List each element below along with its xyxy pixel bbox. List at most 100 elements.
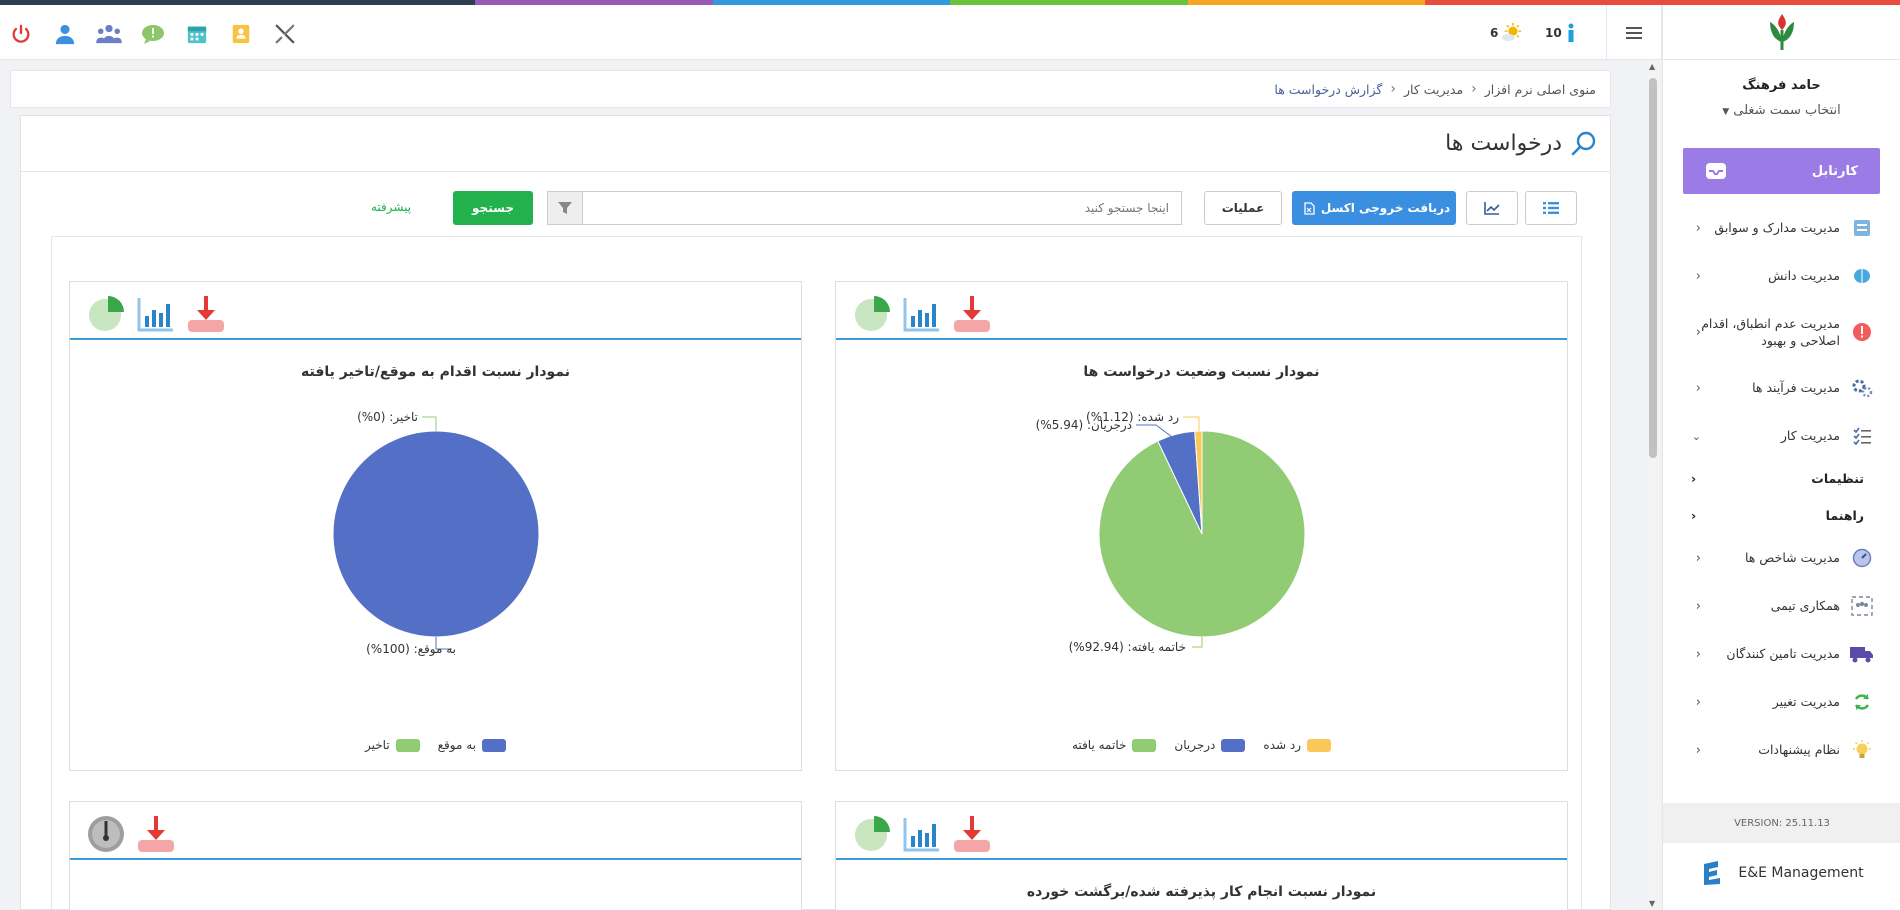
slice-label: به موقع: (100%) xyxy=(366,642,456,657)
sidebar-item-processes[interactable]: مدیریت فرآیند ها ‹ xyxy=(1663,364,1900,412)
brand-footer: E&E Management xyxy=(1663,853,1900,893)
sidebar-item-suppliers[interactable]: مدیریت تامین کنندگان ‹ xyxy=(1663,630,1900,678)
weather-notification[interactable]: 6 xyxy=(1490,23,1523,43)
sidebar-subitem-label: تنظیمات xyxy=(1811,471,1864,486)
sidebar-item-documents[interactable]: مدیریت مدارک و سوابق ‹ xyxy=(1663,204,1900,252)
download-icon[interactable] xyxy=(952,814,992,854)
caret-down-icon: ▼ xyxy=(1722,107,1730,117)
chart-view-button[interactable] xyxy=(1466,191,1518,225)
sidebar-item-suggestions[interactable]: نظام پیشنهادات ‹ xyxy=(1663,726,1900,774)
page-title: درخواست ها xyxy=(1445,131,1562,156)
bar-chart-icon[interactable] xyxy=(902,294,942,334)
charts-container: نمودار نسبت وضعیت درخواست ها خاتمه یافته… xyxy=(51,236,1582,910)
pie-chart-icon[interactable] xyxy=(852,814,892,854)
label-leader-line xyxy=(422,416,437,431)
search-button[interactable]: جستجو xyxy=(453,191,533,225)
scroll-up-icon[interactable]: ▲ xyxy=(1649,62,1656,71)
legend-item[interactable]: خاتمه یافته xyxy=(1072,738,1157,752)
chevron-left-icon: ‹ xyxy=(1695,220,1701,236)
list-icon xyxy=(1543,202,1559,214)
breadcrumb-item-home[interactable]: منوی اصلی نرم افزار xyxy=(1484,81,1596,97)
user-icon[interactable] xyxy=(52,21,78,47)
download-icon[interactable] xyxy=(186,294,226,334)
sidebar-subitem-label: راهنما xyxy=(1825,508,1864,523)
top-color-strip xyxy=(0,0,1900,5)
scroll-down-icon[interactable]: ▼ xyxy=(1649,899,1656,908)
contacts-icon[interactable] xyxy=(228,21,254,47)
gauge-chart-panel xyxy=(69,801,802,910)
role-select[interactable]: انتخاب سمت شغلی ▼ xyxy=(1663,103,1900,118)
search-input[interactable] xyxy=(582,191,1182,225)
file-excel-icon xyxy=(1304,201,1315,215)
chevron-left-icon: ‹ xyxy=(1695,380,1701,396)
pie-chart-icon[interactable] xyxy=(852,294,892,334)
legend-item[interactable]: درجریان xyxy=(1174,738,1246,752)
sidebar-item-teamwork[interactable]: همکاری تیمی ‹ xyxy=(1663,582,1900,630)
chevron-left-icon: ‹ xyxy=(1695,324,1701,340)
legend-item[interactable]: تاخیر xyxy=(365,738,420,752)
alert-icon xyxy=(1850,320,1874,344)
advanced-search-link[interactable]: پیشرفته xyxy=(371,200,412,214)
lightbulb-icon xyxy=(1850,738,1874,762)
sidebar-item-nonconformity[interactable]: مدیریت عدم انطباق، اقدام اصلاحی و بهبود … xyxy=(1663,300,1900,364)
legend-item[interactable]: رد شده xyxy=(1263,738,1331,752)
breadcrumb-item-work[interactable]: مدیریت کار xyxy=(1403,81,1464,97)
tools-icon[interactable] xyxy=(272,21,298,47)
bar-chart-icon[interactable] xyxy=(902,814,942,854)
sidebar-item-work[interactable]: مدیریت کار ⌄ xyxy=(1663,412,1900,460)
legend-label: تاخیر xyxy=(365,738,390,752)
sidebar-item-label: نظام پیشنهادات xyxy=(1758,742,1840,758)
breadcrumb-item-current: گزارش درخواست ها xyxy=(1274,81,1383,97)
info-notification-count: 10 xyxy=(1545,26,1562,40)
chevron-left-icon: ‹ xyxy=(1691,508,1697,523)
sidebar-item-indicators[interactable]: مدیریت شاخص ها ‹ xyxy=(1663,534,1900,582)
calendar-icon[interactable] xyxy=(184,21,210,47)
label-leader-line xyxy=(1183,416,1200,431)
info-notification[interactable]: 10 xyxy=(1545,23,1577,43)
sidebar-menu: مدیریت مدارک و سوابق ‹ مدیریت دانش ‹ مدی… xyxy=(1663,204,1900,774)
sidebar-item-knowledge[interactable]: مدیریت دانش ‹ xyxy=(1663,252,1900,300)
sidebar-item-label: مدیریت کار xyxy=(1780,428,1840,444)
page-scrollbar[interactable]: ▲ ▼ xyxy=(1646,60,1660,910)
gauge-icon[interactable] xyxy=(86,814,126,854)
sidebar-subitem-settings[interactable]: تنظیمات ‹ xyxy=(1663,460,1900,497)
chevron-left-icon: ‹ xyxy=(1695,646,1701,662)
legend-swatch xyxy=(1221,738,1246,752)
scrollbar-thumb[interactable] xyxy=(1649,78,1657,458)
list-view-button[interactable] xyxy=(1525,191,1577,225)
excel-export-button[interactable]: دریافت خروجی اکسل xyxy=(1292,191,1456,225)
chart-legend: به موقع تاخیر xyxy=(70,738,801,752)
panel-header xyxy=(70,802,801,860)
brain-icon xyxy=(1850,264,1874,288)
download-icon[interactable] xyxy=(952,294,992,334)
chat-alert-icon[interactable] xyxy=(140,21,166,47)
panel-tools xyxy=(852,814,992,854)
hamburger-button[interactable] xyxy=(1606,5,1662,60)
gears-icon xyxy=(1850,376,1874,400)
chevron-left-icon: ‹ xyxy=(1695,694,1701,710)
pie-slice[interactable] xyxy=(332,430,540,638)
legend-item[interactable]: به موقع xyxy=(438,738,506,752)
kartabl-label: کارتابل xyxy=(1811,163,1858,179)
pie-chart-icon[interactable] xyxy=(86,294,126,334)
pie-slice[interactable] xyxy=(1194,430,1203,535)
legend-label: خاتمه یافته xyxy=(1072,738,1127,752)
documents-icon xyxy=(1850,216,1874,240)
legend-swatch xyxy=(1132,738,1157,752)
chart-title: نمودار نسبت وضعیت درخواست ها xyxy=(1083,364,1320,380)
chevron-left-icon: ‹ xyxy=(1695,598,1701,614)
status-chart-panel: نمودار نسبت وضعیت درخواست ها خاتمه یافته… xyxy=(835,281,1568,771)
filter-button[interactable] xyxy=(547,191,583,225)
sidebar-item-label: مدیریت عدم انطباق، اقدام اصلاحی و بهبود xyxy=(1701,315,1840,349)
bar-chart-icon[interactable] xyxy=(136,294,176,334)
legend-swatch xyxy=(395,738,420,752)
power-icon[interactable] xyxy=(8,21,34,47)
sidebar-item-change[interactable]: مدیریت تغییر ‹ xyxy=(1663,678,1900,726)
slice-label: درجریان: (5.94%) xyxy=(1036,418,1132,433)
sidebar-subitem-help[interactable]: راهنما ‹ xyxy=(1663,497,1900,534)
operations-button[interactable]: عملیات xyxy=(1204,191,1282,225)
users-group-icon[interactable] xyxy=(96,21,122,47)
download-icon[interactable] xyxy=(136,814,176,854)
kartabl-button[interactable]: کارتابل xyxy=(1683,148,1880,194)
toolbar: دریافت خروجی اکسل عملیات جستجو پیشرفته xyxy=(21,191,1612,227)
